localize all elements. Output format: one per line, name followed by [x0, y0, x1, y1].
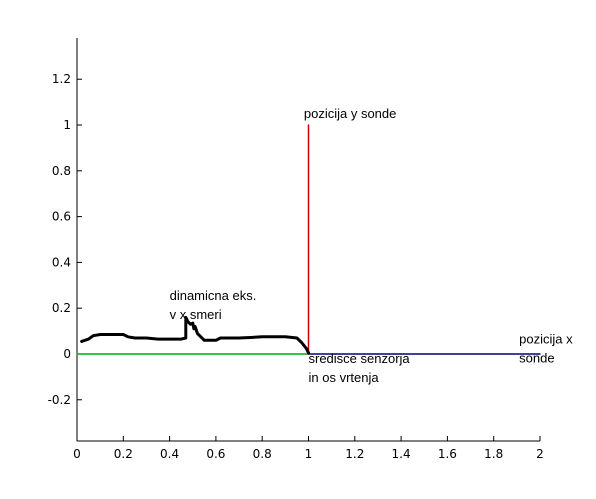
- y-tick-label: 0.6: [52, 210, 71, 224]
- x-tick-label: 0.2: [114, 447, 133, 461]
- annotation-text: pozicija x: [519, 332, 573, 347]
- y-tick-label: 1: [63, 118, 71, 132]
- series-group: [76, 124, 541, 355]
- axes: 0 0.2 0.4 0.6 0.8 1 1.2 1.4 1.6 1.8 2 -0.2 0 0.2 0.4 0.…: [48, 38, 544, 461]
- y-tick-label: 0.8: [52, 164, 71, 178]
- annotation-text: pozicija y sonde: [304, 106, 397, 121]
- annotation-text: in os vrtenja: [309, 370, 380, 385]
- x-tick-label: 0.4: [160, 447, 179, 461]
- y-tick-label: -0.2: [48, 393, 71, 407]
- annotation-text: v x smeri: [170, 307, 222, 322]
- x-tick-label: 0.6: [206, 447, 225, 461]
- annotations: pozicija y sonde dinamicna eks. v x smeri s…: [170, 106, 574, 385]
- x-tick-label: 1.4: [392, 447, 411, 461]
- x-tick-label: 1.6: [438, 447, 457, 461]
- y-tick-label: 0: [63, 347, 71, 361]
- x-tick-label: 1.8: [484, 447, 503, 461]
- y-tick-label: 1.2: [52, 72, 71, 86]
- hand-drawn-curve: [80, 315, 310, 355]
- annotation-text: sonde: [519, 351, 554, 366]
- x-tick-label: 2: [536, 447, 544, 461]
- y-tick-label: 0.4: [52, 255, 71, 269]
- annotation-text: sredisce senzorja: [309, 351, 411, 366]
- x-tick-label: 0.8: [253, 447, 272, 461]
- y-tick-label: 0.2: [52, 301, 71, 315]
- x-tick-label: 0: [73, 447, 81, 461]
- x-tick-label: 1: [305, 447, 313, 461]
- x-tick-label: 1.2: [345, 447, 364, 461]
- annotation-text: dinamicna eks.: [170, 288, 257, 303]
